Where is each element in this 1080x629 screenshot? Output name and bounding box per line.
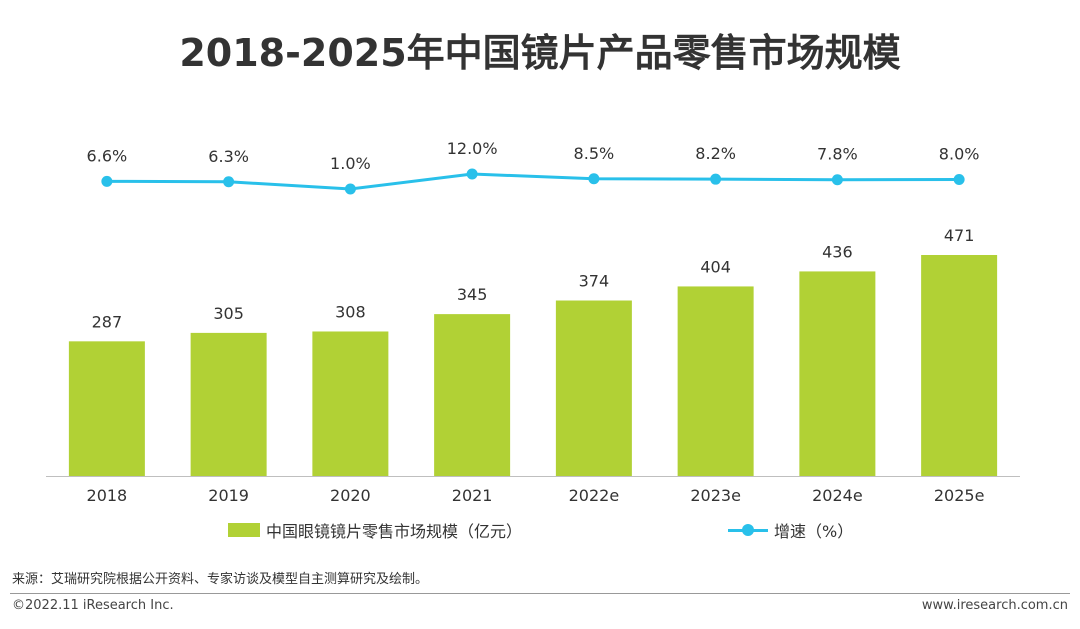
bar-value-label-2018: 287	[92, 312, 123, 331]
growth-label-2024e: 7.8%	[817, 145, 858, 164]
growth-label-2018: 6.6%	[87, 146, 128, 165]
x-tick-label-2024e: 2024e	[812, 486, 863, 505]
legend-line-label: 增速（%）	[774, 522, 854, 541]
growth-point-2019	[223, 176, 235, 188]
bar-2024e	[799, 271, 876, 476]
legend-line-swatch	[728, 523, 768, 537]
growth-label-2022e: 8.5%	[574, 144, 615, 163]
growth-point-2022e	[588, 173, 600, 185]
bar-value-label-2023e: 404	[700, 257, 731, 276]
x-tick-label-2018: 2018	[87, 486, 128, 505]
bar-2023e	[677, 286, 754, 476]
growth-point-2025e	[953, 173, 965, 185]
growth-point-2018	[101, 175, 113, 187]
growth-label-2021: 12.0%	[447, 139, 498, 158]
bar-2021	[434, 314, 511, 476]
growth-label-2023e: 8.2%	[695, 144, 736, 163]
source-note: 来源：艾瑞研究院根据公开资料、专家访谈及模型自主测算研究及绘制。	[12, 572, 429, 587]
legend-bar-swatch	[228, 523, 260, 537]
bar-value-label-2021: 345	[457, 285, 488, 304]
website-link[interactable]: www.iresearch.com.cn	[921, 598, 1068, 613]
x-tick-label-2019: 2019	[208, 486, 249, 505]
bar-value-label-2020: 308	[335, 302, 366, 321]
growth-label-2025e: 8.0%	[939, 144, 980, 163]
bar-value-label-2019: 305	[213, 304, 244, 323]
axis-layer: 2018 2019 2020 2021 2022e 2023e 2024e 2025e	[46, 476, 1020, 505]
x-tick-label-2021: 2021	[452, 486, 493, 505]
bar-2018	[68, 341, 145, 476]
copyright: ©2022.11 iResearch Inc.	[12, 598, 174, 613]
growth-label-2019: 6.3%	[208, 147, 249, 166]
growth-point-2024e	[831, 174, 843, 186]
line-layer: 6.6% 6.3% 1.0% 12.0% 8.5% 8.2% 7.8% 8.0%	[87, 139, 980, 195]
bar-2022e	[555, 300, 632, 476]
legend-item-bar: 中国眼镜镜片零售市场规模（亿元）	[228, 518, 522, 542]
growth-label-2020: 1.0%	[330, 154, 371, 173]
bar-2019	[190, 332, 267, 476]
chart-title: 2018-2025年中国镜片产品零售市场规模	[179, 31, 901, 75]
growth-line	[106, 172, 960, 191]
bar-value-label-2024e: 436	[822, 242, 853, 261]
x-tick-label-2020: 2020	[330, 486, 371, 505]
bar-value-label-2025e: 471	[944, 226, 975, 245]
bar-2020	[312, 331, 389, 476]
footer-divider	[10, 593, 1070, 594]
bar-2025e	[921, 255, 998, 476]
x-tick-label-2023e: 2023e	[690, 486, 741, 505]
bars-layer: 287 305 308 345 374 404 436 471	[68, 226, 998, 476]
legend-item-line: 增速（%）	[728, 518, 853, 542]
x-tick-label-2022e: 2022e	[569, 486, 620, 505]
growth-point-2020	[344, 183, 356, 195]
legend-bar-label: 中国眼镜镜片零售市场规模（亿元）	[266, 522, 523, 541]
bar-value-label-2022e: 374	[579, 272, 610, 291]
growth-point-2021	[466, 168, 478, 180]
growth-point-2023e	[710, 173, 722, 185]
x-tick-label-2025e: 2025e	[934, 486, 985, 505]
